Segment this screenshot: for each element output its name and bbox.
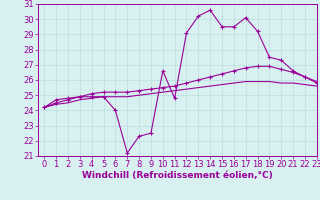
- X-axis label: Windchill (Refroidissement éolien,°C): Windchill (Refroidissement éolien,°C): [82, 171, 273, 180]
